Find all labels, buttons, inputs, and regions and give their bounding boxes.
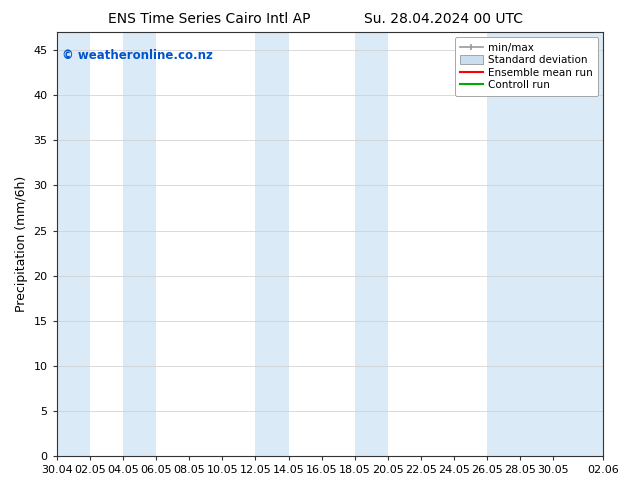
Y-axis label: Precipitation (mm/6h): Precipitation (mm/6h) <box>15 176 28 312</box>
Bar <box>355 32 388 456</box>
Text: Su. 28.04.2024 00 UTC: Su. 28.04.2024 00 UTC <box>365 12 523 26</box>
Legend: min/max, Standard deviation, Ensemble mean run, Controll run: min/max, Standard deviation, Ensemble me… <box>455 37 598 96</box>
Bar <box>256 32 288 456</box>
Text: © weatheronline.co.nz: © weatheronline.co.nz <box>62 49 213 62</box>
Bar <box>56 32 90 456</box>
Bar <box>123 32 156 456</box>
Bar <box>487 32 603 456</box>
Text: ENS Time Series Cairo Intl AP: ENS Time Series Cairo Intl AP <box>108 12 311 26</box>
